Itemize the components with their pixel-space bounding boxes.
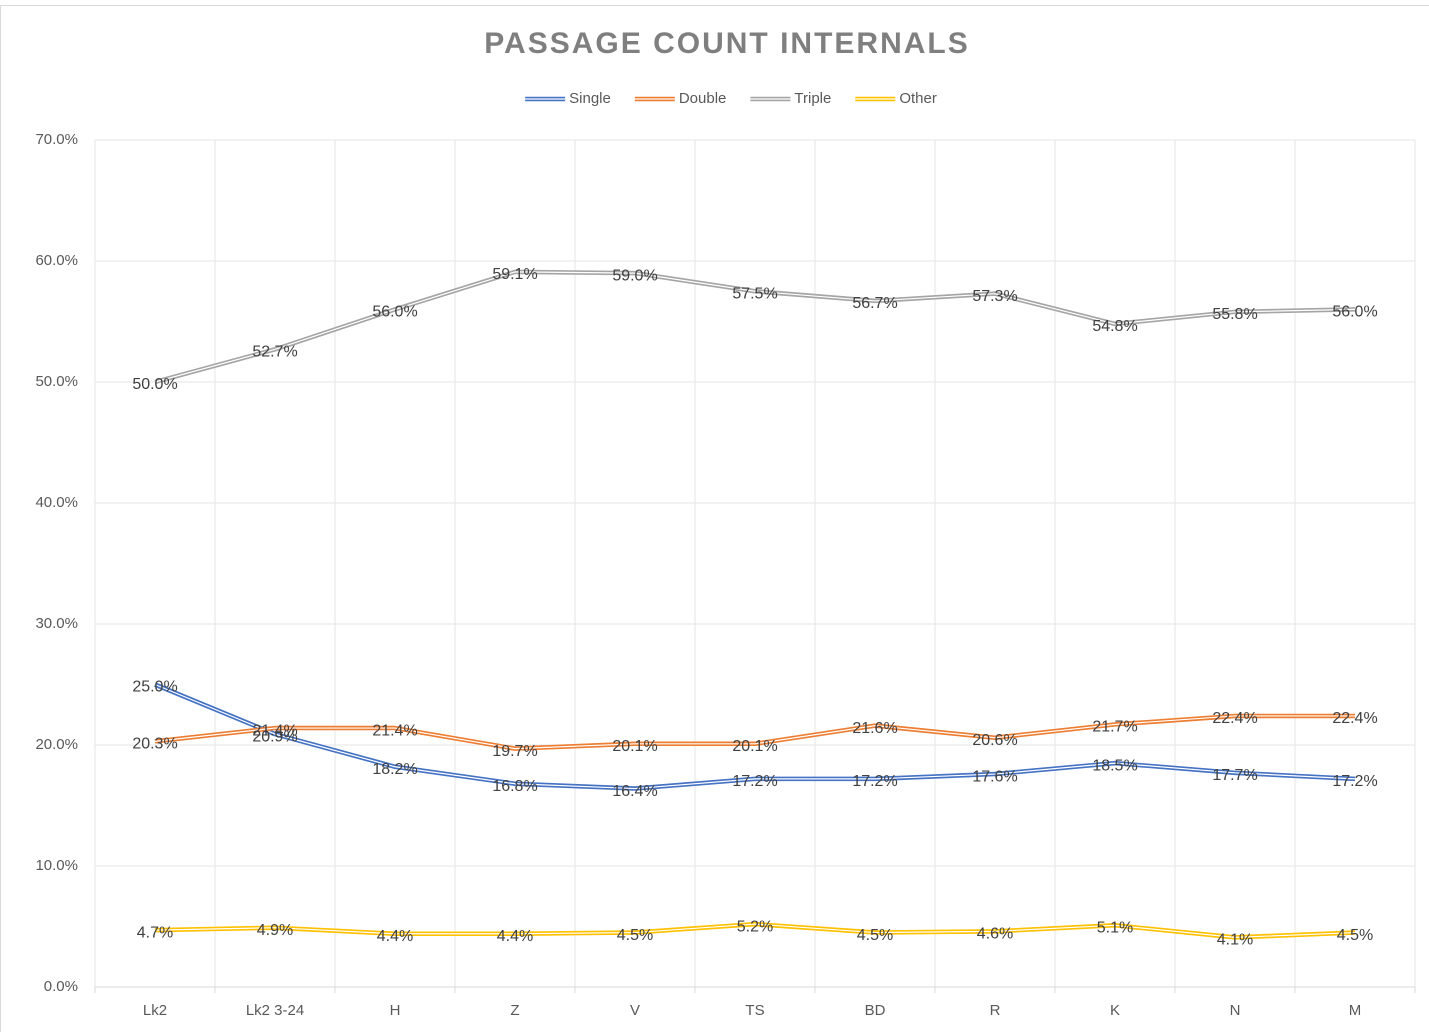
x-tick-label: M [1349,1002,1362,1019]
legend-label: Double [679,90,727,107]
y-tick-label: 50.0% [35,373,78,390]
series-line-inner [154,923,1356,938]
x-tick-label: TS [745,1002,764,1019]
data-label: 4.7% [137,924,173,941]
data-label: 20.1% [612,738,657,755]
data-label: 4.6% [977,926,1013,943]
data-label: 5.2% [737,918,773,935]
data-label: 50.0% [132,376,177,393]
data-label: 5.1% [1097,920,1133,937]
y-tick-label: 60.0% [35,252,78,269]
data-label: 17.2% [1332,773,1377,790]
data-label: 54.8% [1092,318,1137,335]
y-tick-label: 70.0% [35,131,78,148]
x-tick-label: Z [510,1002,519,1019]
data-label: 21.6% [852,720,897,737]
x-tick-label: BD [865,1002,886,1019]
data-label: 21.4% [252,722,297,739]
y-tick-label: 0.0% [44,978,78,995]
data-label: 4.9% [257,922,293,939]
data-label: 25.0% [132,679,177,696]
data-label: 4.1% [1217,932,1253,949]
data-label: 56.7% [852,295,897,312]
data-label: 59.1% [492,266,537,283]
data-label: 16.8% [492,778,537,795]
x-tick-label: N [1230,1002,1241,1019]
data-label: 57.3% [972,288,1017,305]
data-label: 4.5% [1337,927,1373,944]
y-tick-label: 10.0% [35,857,78,874]
legend-label: Single [569,90,611,107]
data-label: 21.4% [372,722,417,739]
data-label: 59.0% [612,267,657,284]
data-label: 17.7% [1212,767,1257,784]
series-line-inner [154,683,1356,790]
data-label: 17.6% [972,768,1017,785]
data-label: 56.0% [372,304,417,321]
chart-title: PASSAGE COUNT INTERNALS [484,27,969,60]
series-line-inner [154,715,1355,750]
x-tick-label: Lk2 3-24 [246,1002,304,1019]
x-tick-label: Lk2 [143,1002,167,1019]
data-label: 16.4% [612,783,657,800]
data-label: 18.5% [1092,757,1137,774]
data-label: 4.4% [377,928,413,945]
data-label: 21.7% [1092,719,1137,736]
x-tick-label: V [630,1002,640,1019]
data-label: 52.7% [252,344,297,361]
x-tick-label: R [990,1002,1001,1019]
data-label: 55.8% [1212,306,1257,323]
data-label: 56.0% [1332,304,1377,321]
data-label: 20.3% [132,736,177,753]
chart-frame [0,5,1429,1032]
x-tick-label: K [1110,1002,1120,1019]
legend-label: Triple [794,90,831,107]
data-label: 4.5% [617,927,653,944]
x-tick-label: H [390,1002,401,1019]
legend-label: Other [899,90,937,107]
data-label: 17.2% [732,773,777,790]
data-label: 20.6% [972,732,1017,749]
y-tick-label: 40.0% [35,494,78,511]
y-tick-label: 30.0% [35,615,78,632]
data-label: 4.4% [497,928,533,945]
data-label: 57.5% [732,285,777,302]
data-label: 19.7% [492,743,537,760]
y-tick-label: 20.0% [35,736,78,753]
data-label: 18.2% [372,761,417,778]
series-line-inner [154,271,1356,383]
data-label: 20.1% [732,738,777,755]
data-label: 22.4% [1212,710,1257,727]
data-label: 17.2% [852,773,897,790]
data-label: 20.9% [252,728,297,745]
data-label: 4.5% [857,927,893,944]
data-label: 22.4% [1332,710,1377,727]
